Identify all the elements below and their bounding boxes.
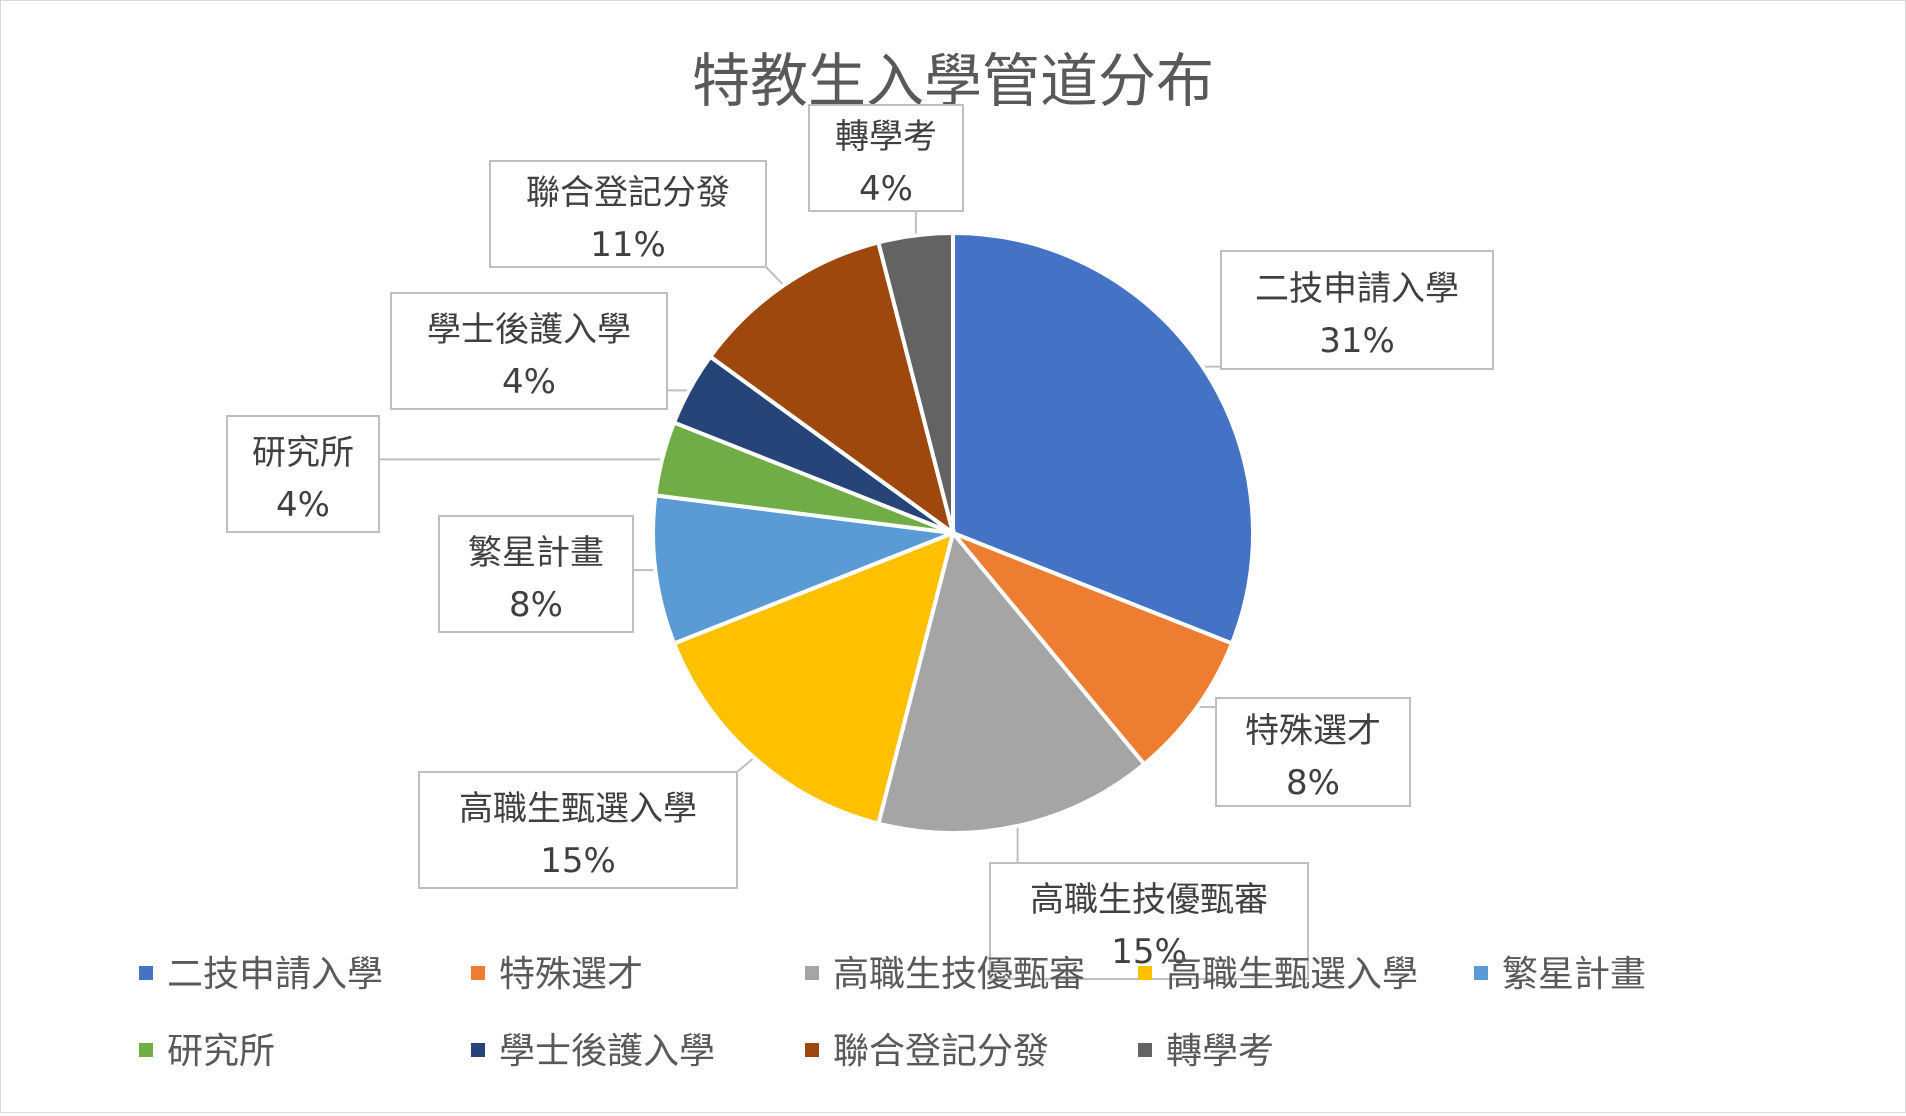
data-label: 高職生甄選入學 15% <box>418 771 738 889</box>
data-label-callouts: 二技申請入學 31% 特殊選才 8% 高職生技優甄審 15% 高職生甄選入學 15% 繁星計畫 8… <box>226 104 1494 980</box>
legend-item: 學士後護入學 <box>471 1031 715 1072</box>
data-label: 轉學考 4% <box>808 104 964 212</box>
data-label: 高職生技優甄審 15% <box>989 862 1309 980</box>
legend-item: 二技申請入學 <box>139 954 383 995</box>
legend-label: 聯合登記分發 <box>833 1031 1049 1072</box>
legend-swatch <box>471 1043 485 1057</box>
data-label-box <box>1215 697 1411 807</box>
pie-slice <box>875 528 1148 835</box>
data-label: 學士後護入學 4% <box>390 292 668 410</box>
data-label-box <box>808 104 964 212</box>
data-label-category: 聯合登記分發 <box>526 173 730 213</box>
legend-label: 研究所 <box>167 1031 275 1072</box>
data-label-box <box>418 771 738 889</box>
legend-label: 轉學考 <box>1166 1031 1274 1072</box>
data-label-value: 8% <box>509 585 563 625</box>
data-label: 繁星計畫 8% <box>438 515 634 633</box>
data-label: 研究所 4% <box>226 415 380 533</box>
data-label-box <box>989 862 1309 980</box>
legend-swatch <box>1138 1043 1152 1057</box>
legend-item: 高職生技優甄審 <box>805 954 1085 995</box>
data-label-value: 4% <box>859 169 913 209</box>
legend-swatch <box>1474 966 1488 980</box>
data-label-category: 研究所 <box>252 433 354 473</box>
legend-swatch <box>139 1043 153 1057</box>
data-label-value: 31% <box>1319 321 1395 361</box>
legend-item: 聯合登記分發 <box>805 1031 1049 1072</box>
legend-label: 繁星計畫 <box>1502 954 1646 995</box>
data-label-box <box>390 292 668 410</box>
data-label-value: 4% <box>276 485 330 525</box>
data-label-box <box>1220 250 1494 370</box>
legend-swatch <box>805 1043 819 1057</box>
data-label-category: 轉學考 <box>835 117 937 157</box>
data-label-box <box>489 160 767 268</box>
legend-swatch <box>1138 966 1152 980</box>
pie-slice <box>671 529 956 827</box>
legend-item: 特殊選才 <box>471 954 643 995</box>
data-label-value: 11% <box>590 225 666 265</box>
legend-label: 二技申請入學 <box>167 954 383 995</box>
data-label-category: 二技申請入學 <box>1255 269 1459 309</box>
data-label-category: 高職生技優甄審 <box>1030 880 1268 920</box>
legend-item: 高職生甄選入學 <box>1138 954 1418 995</box>
legend-swatch <box>139 966 153 980</box>
data-label-category: 繁星計畫 <box>468 533 604 573</box>
data-label-category: 學士後護入學 <box>427 310 631 350</box>
legend-label: 特殊選才 <box>499 954 643 995</box>
chart-title: 特教生入學管道分布 <box>692 47 1214 115</box>
legend-swatch <box>805 966 819 980</box>
data-label: 特殊選才 8% <box>1215 697 1411 807</box>
legend-item: 轉學考 <box>1138 1031 1274 1072</box>
pie-slice <box>707 239 957 538</box>
legend-item: 研究所 <box>139 1031 275 1072</box>
data-label-value: 15% <box>540 841 616 881</box>
data-label: 二技申請入學 31% <box>1220 250 1494 370</box>
pie-slice <box>875 230 955 534</box>
pie-slices <box>651 230 1255 835</box>
data-label-value: 15% <box>1111 932 1187 972</box>
pie-slice <box>951 531 1235 767</box>
legend-label: 高職生甄選入學 <box>1166 954 1418 995</box>
pie-slice <box>951 230 1255 647</box>
pie-slice <box>651 493 954 647</box>
data-label-category: 特殊選才 <box>1245 711 1381 751</box>
data-label-box <box>438 515 634 633</box>
legend-label: 學士後護入學 <box>499 1031 715 1072</box>
legend-item: 繁星計畫 <box>1474 954 1646 995</box>
data-label-box <box>226 415 380 533</box>
data-label-value: 8% <box>1286 763 1340 803</box>
data-label-value: 4% <box>502 362 556 402</box>
legend-swatch <box>471 966 485 980</box>
data-label-category: 高職生甄選入學 <box>459 789 697 829</box>
legend-label: 高職生技優甄審 <box>833 954 1085 995</box>
data-label: 聯合登記分發 11% <box>489 160 767 268</box>
